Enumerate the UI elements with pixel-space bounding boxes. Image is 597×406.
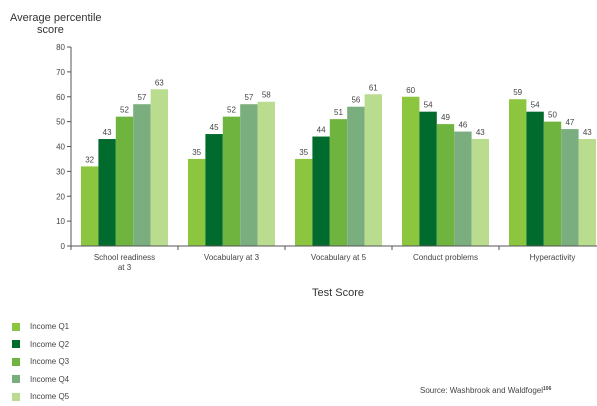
data-label: 60 bbox=[406, 86, 415, 95]
legend-label: Income Q4 bbox=[30, 374, 70, 384]
y-tick-label: 70 bbox=[56, 68, 65, 77]
data-label: 58 bbox=[262, 91, 271, 100]
legend-item: Income Q5 bbox=[12, 388, 69, 406]
bar bbox=[436, 124, 455, 246]
category-label: Vocabulary at 3 bbox=[204, 253, 260, 262]
legend-swatch bbox=[12, 357, 20, 366]
data-label: 49 bbox=[441, 113, 450, 122]
bar bbox=[471, 139, 489, 246]
legend-swatch bbox=[12, 392, 20, 401]
data-label: 50 bbox=[548, 111, 557, 120]
data-label: 46 bbox=[458, 121, 467, 130]
bar bbox=[526, 111, 544, 246]
data-label: 32 bbox=[85, 155, 94, 164]
x-axis-label: Test Score bbox=[312, 287, 364, 299]
bar bbox=[347, 106, 365, 246]
data-label: 52 bbox=[120, 106, 129, 115]
bar bbox=[364, 94, 382, 246]
bar bbox=[133, 104, 151, 247]
y-tick-label: 10 bbox=[56, 217, 65, 226]
data-label: 61 bbox=[369, 83, 378, 92]
y-tick-label: 80 bbox=[56, 43, 65, 52]
category-label: School readiness bbox=[94, 253, 155, 262]
bar bbox=[509, 99, 527, 246]
y-axis-label-line-2: score bbox=[37, 24, 64, 36]
y-axis-label-line-1: Average percentile bbox=[10, 12, 102, 24]
y-tick-label: 30 bbox=[56, 167, 65, 176]
data-label: 52 bbox=[227, 106, 236, 115]
bar bbox=[295, 158, 313, 246]
data-label: 56 bbox=[351, 96, 360, 105]
legend-label: Income Q5 bbox=[30, 392, 70, 402]
source-text: Source: Washbrook and Waldfogel bbox=[420, 386, 544, 395]
y-tick-label: 60 bbox=[56, 93, 65, 102]
bar bbox=[454, 131, 472, 246]
category-label: at 3 bbox=[118, 263, 132, 272]
bar bbox=[561, 129, 579, 246]
bar bbox=[402, 96, 420, 246]
legend-swatch bbox=[12, 322, 20, 331]
bar bbox=[150, 89, 168, 246]
legend-item: Income Q2 bbox=[12, 336, 69, 354]
legend-label: Income Q2 bbox=[30, 339, 70, 349]
bar bbox=[98, 139, 116, 246]
legend-item: Income Q4 bbox=[12, 371, 69, 389]
bar bbox=[115, 116, 134, 247]
source-ref: 106 bbox=[543, 386, 552, 392]
bar bbox=[329, 119, 348, 246]
bar bbox=[543, 121, 562, 246]
data-label: 57 bbox=[244, 93, 253, 102]
data-label: 54 bbox=[424, 101, 433, 110]
y-tick-label: 50 bbox=[56, 118, 65, 127]
legend-swatch bbox=[12, 375, 20, 384]
bar bbox=[240, 104, 258, 247]
data-label: 43 bbox=[103, 128, 112, 137]
data-label: 45 bbox=[210, 123, 219, 132]
data-label: 57 bbox=[137, 93, 146, 102]
data-label: 35 bbox=[192, 148, 201, 157]
data-label: 51 bbox=[334, 108, 343, 117]
data-label: 47 bbox=[565, 118, 574, 127]
bar bbox=[81, 166, 99, 246]
data-label: 44 bbox=[317, 126, 326, 135]
chart-legend: Income Q1 Income Q2 Income Q3 Income Q4 Inco… bbox=[12, 318, 69, 406]
data-label: 35 bbox=[299, 148, 308, 157]
y-tick-label: 0 bbox=[61, 242, 66, 251]
source-note: Source: Washbrook and Waldfogel106 bbox=[420, 386, 551, 395]
bar bbox=[578, 139, 596, 246]
data-label: 43 bbox=[583, 128, 592, 137]
bar bbox=[205, 134, 223, 246]
bar bbox=[257, 101, 275, 246]
bar bbox=[419, 111, 437, 246]
category-label: Hyperactivity bbox=[530, 253, 576, 262]
bar bbox=[222, 116, 241, 247]
legend-item: Income Q1 bbox=[12, 318, 69, 336]
data-label: 43 bbox=[476, 128, 485, 137]
data-label: 54 bbox=[531, 101, 540, 110]
bar bbox=[188, 158, 206, 246]
legend-label: Income Q3 bbox=[30, 357, 70, 367]
bar bbox=[312, 136, 330, 246]
y-tick-label: 20 bbox=[56, 192, 65, 201]
category-label: Conduct problems bbox=[413, 253, 478, 262]
legend-item: Income Q3 bbox=[12, 353, 69, 371]
data-label: 63 bbox=[155, 78, 164, 87]
y-tick-label: 40 bbox=[56, 143, 65, 152]
category-label: Vocabulary at 5 bbox=[311, 253, 367, 262]
legend-swatch bbox=[12, 340, 20, 349]
data-label: 59 bbox=[513, 88, 522, 97]
legend-label: Income Q1 bbox=[30, 322, 70, 332]
